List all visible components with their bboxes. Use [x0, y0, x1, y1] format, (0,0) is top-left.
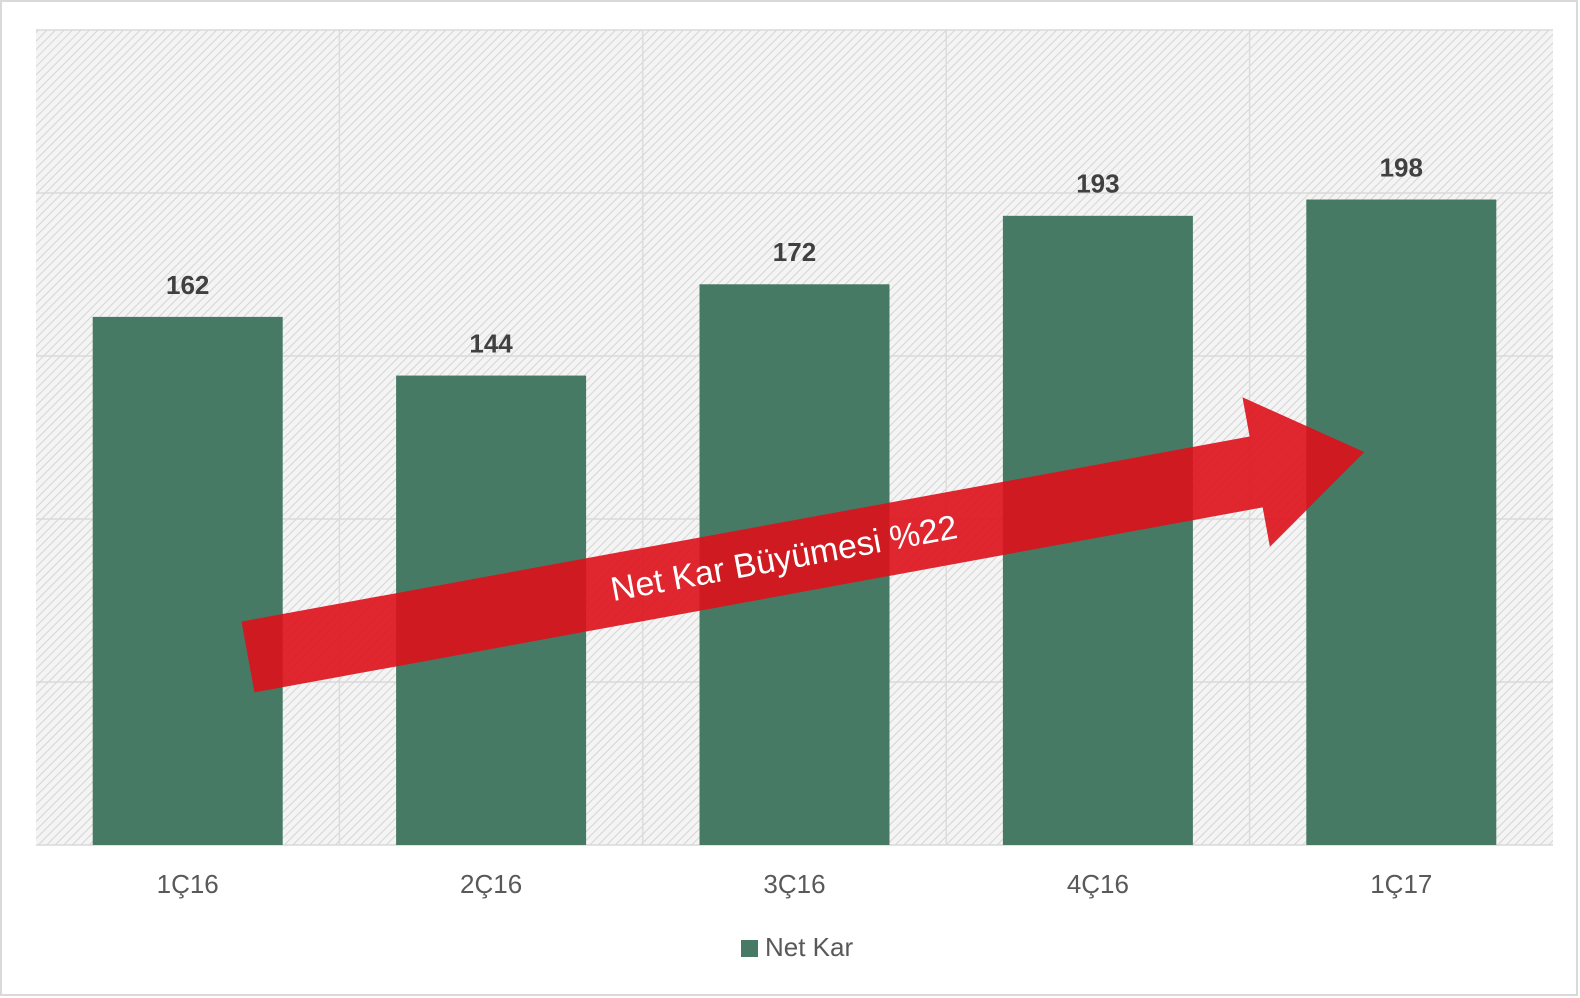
data-label: 162	[166, 270, 209, 300]
legend-swatch	[741, 940, 758, 957]
data-label: 172	[773, 237, 816, 267]
bar	[1306, 199, 1497, 845]
x-tick-label: 3Ç16	[763, 869, 825, 899]
x-tick-label: 1Ç17	[1370, 869, 1432, 899]
bar	[92, 316, 283, 845]
x-tick-label: 2Ç16	[460, 869, 522, 899]
legend-label: Net Kar	[765, 932, 853, 962]
x-tick-label: 4Ç16	[1067, 869, 1129, 899]
data-label: 144	[469, 328, 513, 358]
x-tick-label: 1Ç16	[157, 869, 219, 899]
arrow-shape	[241, 397, 1365, 693]
data-label: 193	[1076, 169, 1119, 199]
data-label: 198	[1380, 152, 1423, 182]
